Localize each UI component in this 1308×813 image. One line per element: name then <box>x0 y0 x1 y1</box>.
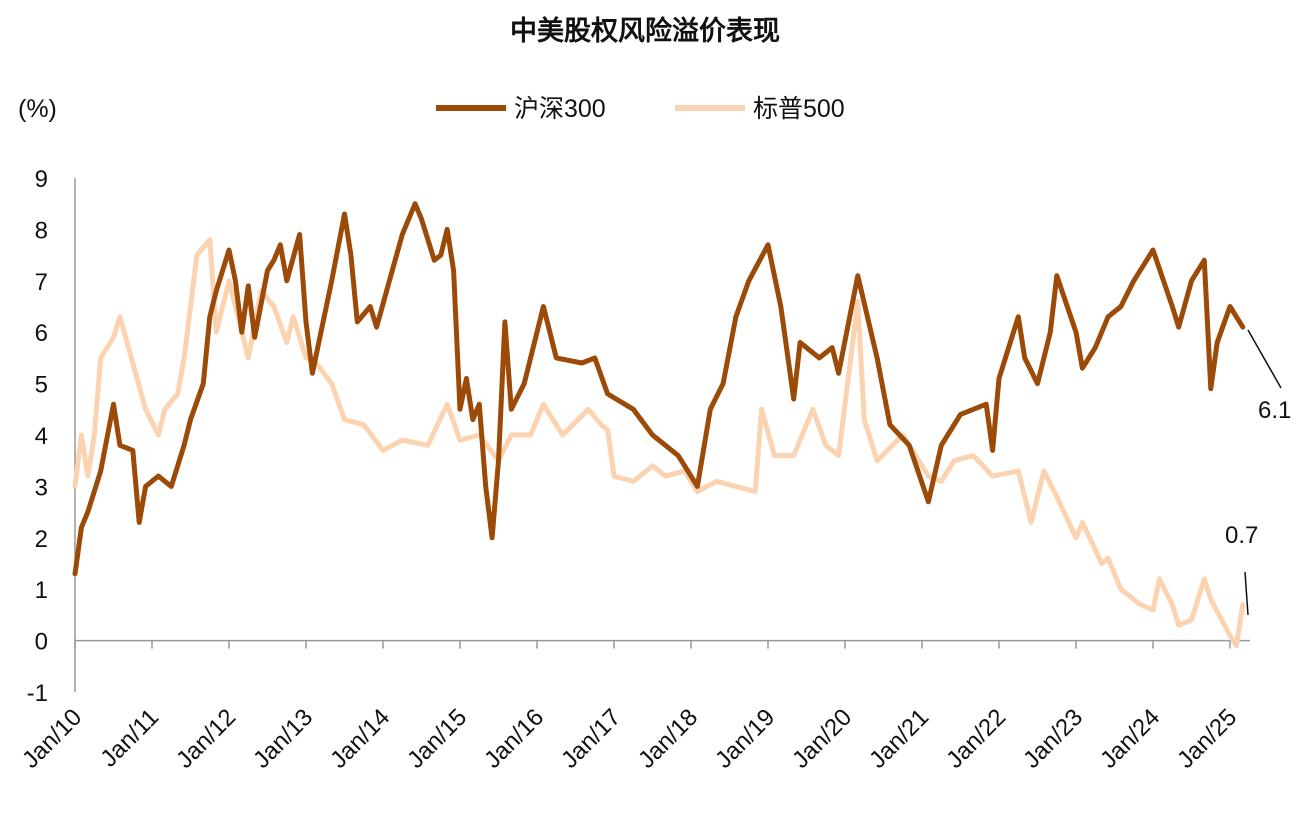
x-tick-label: Jan/24 <box>1095 704 1165 774</box>
annotation-leader-csi300 <box>1247 329 1282 389</box>
annotation-sp500-end: 0.7 <box>1225 522 1258 549</box>
x-tick-label: Jan/20 <box>787 704 857 774</box>
x-tick-label: Jan/15 <box>402 704 472 774</box>
y-axis-label: (%) <box>18 95 57 123</box>
x-tick-label: Jan/23 <box>1018 704 1088 774</box>
x-tick-label: Jan/19 <box>710 704 780 774</box>
y-tick-label: 7 <box>35 269 48 296</box>
series-lines <box>72 201 1246 649</box>
annotation-csi300-end: 6.1 <box>1258 397 1291 424</box>
legend-label-sp500: 标普500 <box>753 95 845 123</box>
legend: 沪深300 标普500 <box>436 95 845 123</box>
x-tick-label: Jan/22 <box>941 704 1011 774</box>
x-tick-label: Jan/25 <box>1172 704 1242 774</box>
y-tick-label: 1 <box>35 577 48 604</box>
y-tick-label: 6 <box>35 320 48 347</box>
y-tick-label: 4 <box>35 423 48 450</box>
chart-title: 中美股权风险溢价表现 <box>510 15 780 47</box>
y-tick-label: 5 <box>35 372 48 399</box>
annotation-leader-sp500 <box>1244 571 1249 616</box>
end-annotations: 6.1 0.7 <box>1225 329 1291 616</box>
x-tick-label: Jan/14 <box>325 704 395 774</box>
x-tick-label: Jan/16 <box>479 704 549 774</box>
y-tick-label: 3 <box>35 474 48 501</box>
x-tick-label: Jan/13 <box>248 704 318 774</box>
y-tick-label: 0 <box>35 629 48 656</box>
x-tick-label: Jan/10 <box>17 704 87 774</box>
y-tick-label: 9 <box>35 166 48 193</box>
y-tick-label: 2 <box>35 526 48 553</box>
series-line-sp500 <box>72 237 1246 649</box>
x-tick-label: Jan/11 <box>95 704 164 773</box>
x-tick-label: Jan/17 <box>556 704 626 774</box>
y-tick-label: 8 <box>35 217 48 244</box>
y-tick-label: -1 <box>27 680 48 707</box>
x-tick-label: Jan/12 <box>171 704 241 774</box>
series-line-csi300 <box>72 201 1246 577</box>
x-tick-label: Jan/21 <box>864 704 934 774</box>
x-tick-label: Jan/18 <box>633 704 703 774</box>
legend-label-csi300: 沪深300 <box>514 95 606 123</box>
